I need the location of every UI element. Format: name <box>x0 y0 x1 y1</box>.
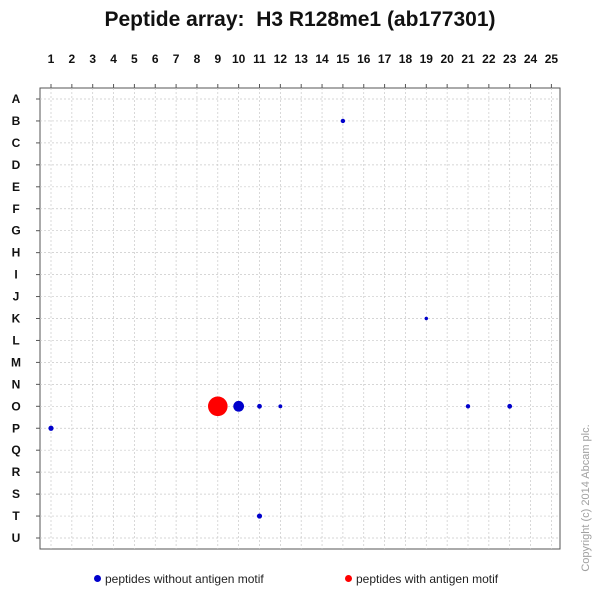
x-tick-label-2: 2 <box>69 52 76 66</box>
x-tick-label-21: 21 <box>461 52 475 66</box>
y-tick-label-E: E <box>12 180 20 194</box>
y-tick-label-G: G <box>11 224 20 238</box>
x-tick-label-19: 19 <box>420 52 434 66</box>
copyright-notice: Copyright (c) 2014 Abcam plc. <box>580 424 592 572</box>
data-point-with-motif-O9 <box>207 396 228 417</box>
x-tick-label-4: 4 <box>110 52 117 66</box>
x-tick-label-7: 7 <box>173 52 180 66</box>
legend-blue-dot-icon <box>94 575 101 583</box>
data-point-without-motif-O10 <box>233 400 245 412</box>
x-tick-label-14: 14 <box>315 52 329 66</box>
legend-label-with-motif: peptides with antigen motif <box>356 572 499 586</box>
x-tick-label-5: 5 <box>131 52 138 66</box>
y-tick-label-D: D <box>12 158 21 172</box>
data-point-without-motif-T11 <box>256 513 263 519</box>
y-tick-label-U: U <box>12 531 21 545</box>
y-tick-label-H: H <box>12 246 21 260</box>
x-tick-label-25: 25 <box>545 52 559 66</box>
data-point-without-motif-O21 <box>465 404 471 409</box>
x-tick-label-15: 15 <box>336 52 350 66</box>
chart-title: Peptide array: H3 R128me1 (ab177301) <box>104 8 496 31</box>
y-tick-label-M: M <box>11 355 21 369</box>
x-tick-label-24: 24 <box>524 52 538 66</box>
x-tick-label-13: 13 <box>295 52 309 66</box>
x-tick-label-3: 3 <box>89 52 96 66</box>
x-tick-label-12: 12 <box>274 52 288 66</box>
y-tick-label-Q: Q <box>11 443 20 457</box>
x-tick-label-16: 16 <box>357 52 371 66</box>
y-tick-label-B: B <box>12 114 21 128</box>
data-point-without-motif-O12 <box>278 404 283 409</box>
x-tick-label-1: 1 <box>48 52 55 66</box>
x-tick-label-18: 18 <box>399 52 413 66</box>
legend-item-with-motif: peptides with antigen motif <box>345 572 498 586</box>
legend-red-dot-icon <box>345 575 352 583</box>
x-tick-label-22: 22 <box>482 52 496 66</box>
x-tick-label-10: 10 <box>232 52 246 66</box>
y-tick-label-F: F <box>12 202 19 216</box>
data-point-without-motif-B15 <box>340 118 346 124</box>
y-tick-label-C: C <box>12 136 21 150</box>
y-tick-label-I: I <box>14 268 17 282</box>
x-tick-label-9: 9 <box>214 52 221 66</box>
y-tick-label-K: K <box>12 312 21 326</box>
data-point-without-motif-P1 <box>48 425 54 431</box>
y-tick-label-A: A <box>12 92 21 106</box>
y-tick-label-L: L <box>12 333 19 347</box>
x-tick-label-23: 23 <box>503 52 517 66</box>
x-tick-label-11: 11 <box>253 52 266 66</box>
y-tick-label-P: P <box>12 421 20 435</box>
y-tick-label-S: S <box>12 487 20 501</box>
data-point-without-motif-O23 <box>507 403 513 409</box>
y-tick-label-R: R <box>12 465 21 479</box>
legend-item-without-motif: peptides without antigen motif <box>94 572 264 586</box>
x-tick-label-20: 20 <box>440 52 454 66</box>
data-point-without-motif-O11 <box>257 403 262 409</box>
y-tick-label-N: N <box>12 377 21 391</box>
x-tick-label-6: 6 <box>152 52 159 66</box>
x-tick-label-8: 8 <box>194 52 201 66</box>
y-tick-label-J: J <box>13 290 20 304</box>
data-point-without-motif-K19 <box>424 316 428 321</box>
legend-label-without-motif: peptides without antigen motif <box>105 572 264 586</box>
x-tick-label-17: 17 <box>378 52 392 66</box>
y-tick-label-O: O <box>11 399 20 413</box>
y-tick-label-T: T <box>12 509 20 523</box>
